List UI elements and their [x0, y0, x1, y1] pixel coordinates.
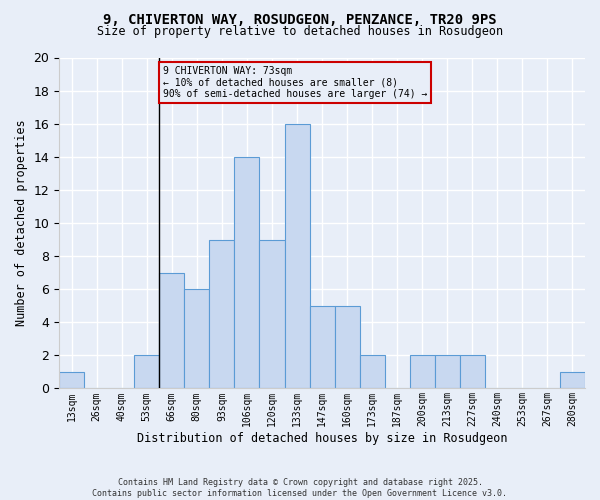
- Bar: [259, 240, 284, 388]
- Bar: [310, 306, 335, 388]
- Bar: [460, 356, 485, 388]
- Bar: [184, 289, 209, 388]
- Text: 9, CHIVERTON WAY, ROSUDGEON, PENZANCE, TR20 9PS: 9, CHIVERTON WAY, ROSUDGEON, PENZANCE, T…: [103, 12, 497, 26]
- Text: Size of property relative to detached houses in Rosudgeon: Size of property relative to detached ho…: [97, 25, 503, 38]
- Bar: [235, 157, 259, 388]
- Bar: [209, 240, 235, 388]
- Bar: [359, 356, 385, 388]
- Text: 9 CHIVERTON WAY: 73sqm
← 10% of detached houses are smaller (8)
90% of semi-deta: 9 CHIVERTON WAY: 73sqm ← 10% of detached…: [163, 66, 427, 99]
- Text: Contains HM Land Registry data © Crown copyright and database right 2025.
Contai: Contains HM Land Registry data © Crown c…: [92, 478, 508, 498]
- Bar: [560, 372, 585, 388]
- Bar: [134, 356, 160, 388]
- Bar: [435, 356, 460, 388]
- Bar: [335, 306, 359, 388]
- X-axis label: Distribution of detached houses by size in Rosudgeon: Distribution of detached houses by size …: [137, 432, 508, 445]
- Bar: [59, 372, 84, 388]
- Y-axis label: Number of detached properties: Number of detached properties: [15, 120, 28, 326]
- Bar: [160, 272, 184, 388]
- Bar: [410, 356, 435, 388]
- Bar: [284, 124, 310, 388]
